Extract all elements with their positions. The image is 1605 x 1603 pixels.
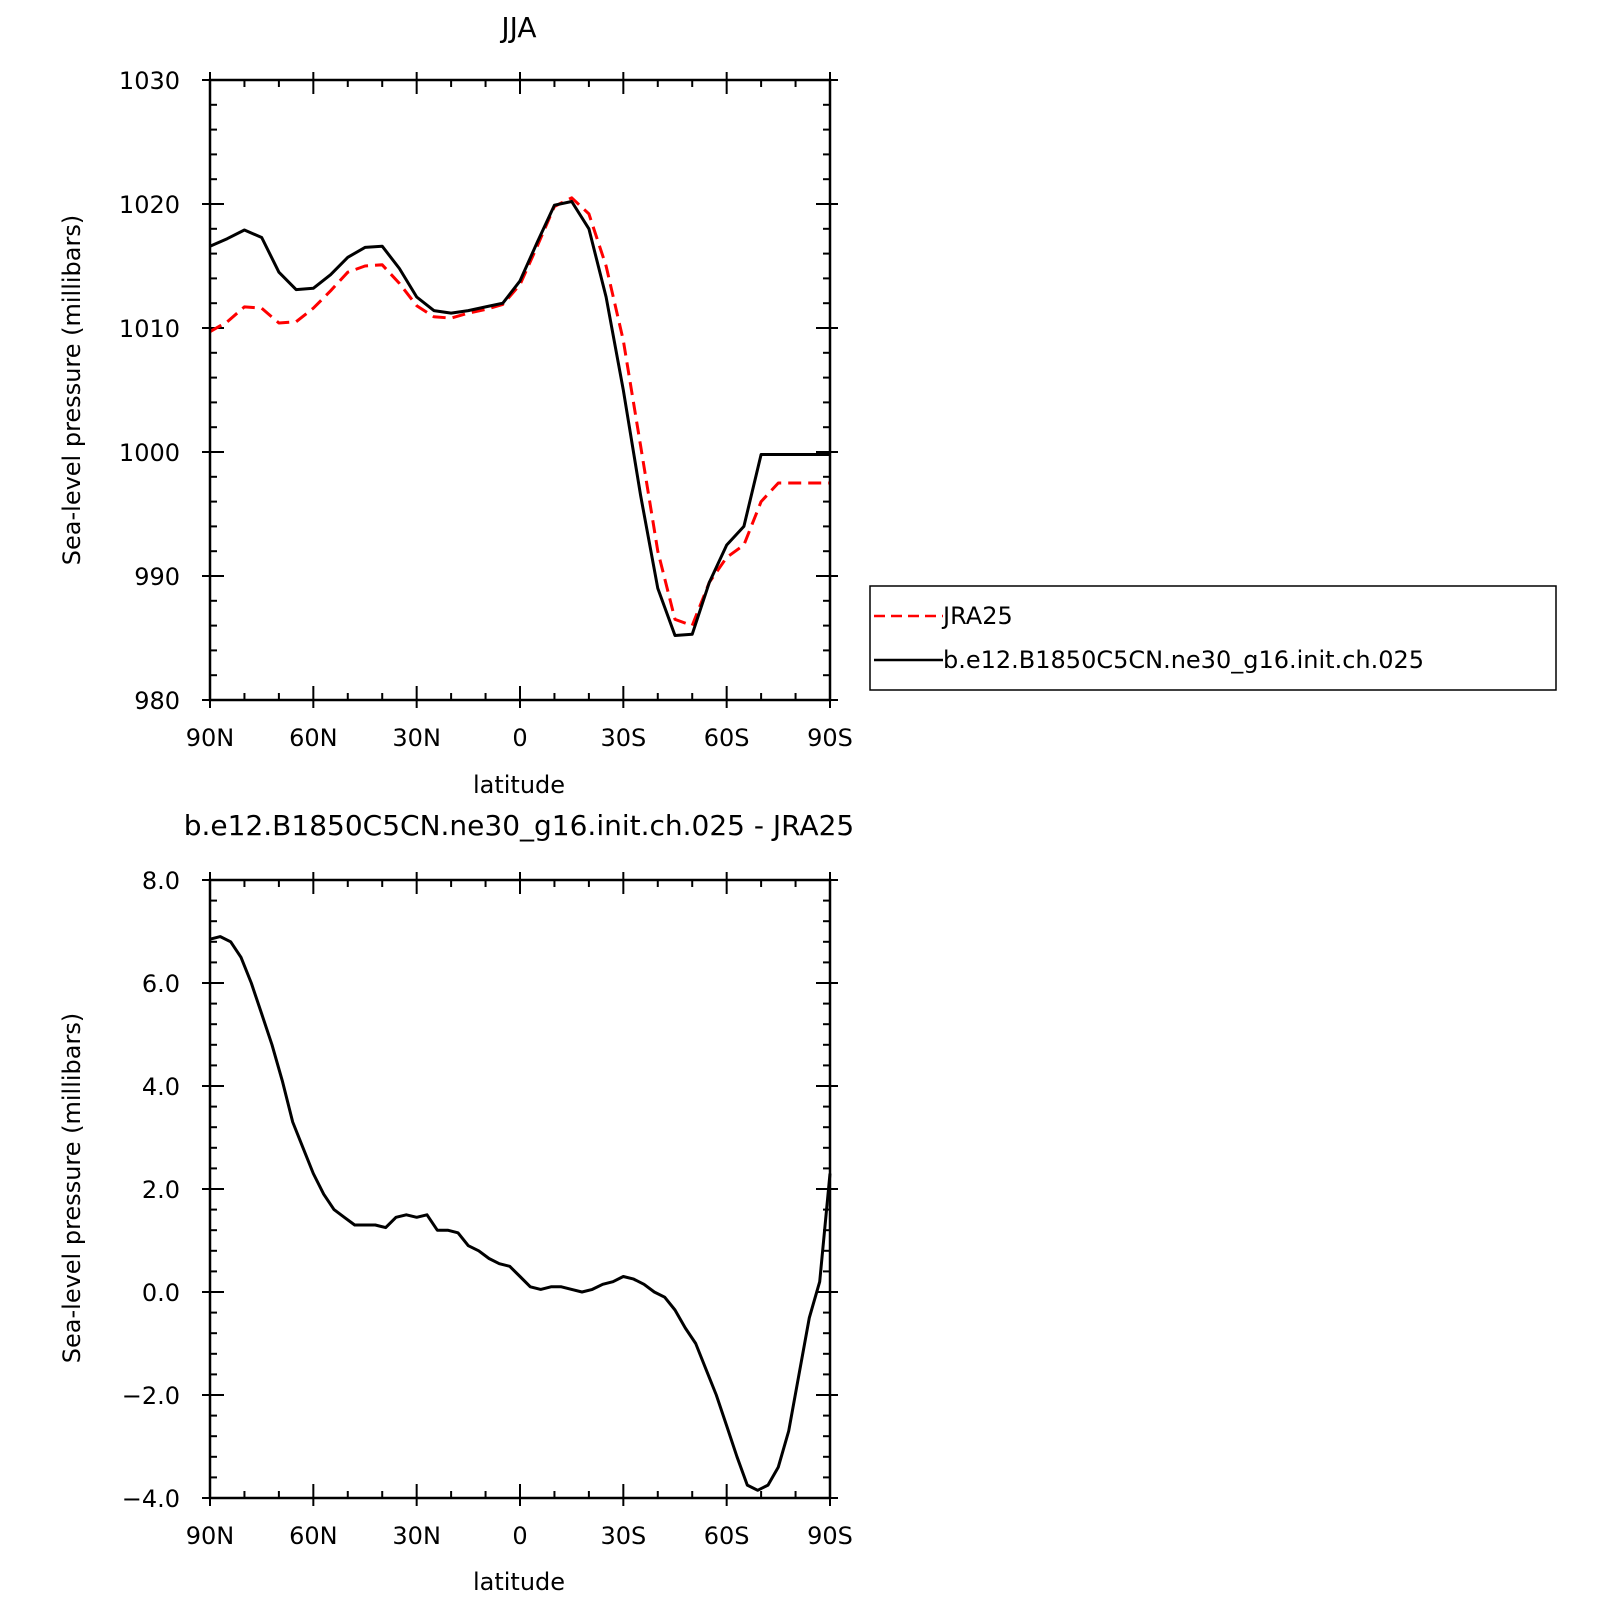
top-panel-x-axis-label: latitude (473, 771, 565, 799)
bottom-panel: b.e12.B1850C5CN.ne30_g16.init.ch.025 - J… (58, 809, 854, 1596)
y-tick-label: 1030 (119, 67, 180, 95)
x-tick-label: 60S (704, 724, 750, 752)
y-tick-label: −4.0 (122, 1485, 180, 1513)
series-line-b-e12-b1850c5cn-ne30-g16-init-ch-025 (209, 200, 830, 637)
x-tick-label: 60N (289, 1522, 338, 1550)
x-tick-label: 60S (704, 1522, 750, 1550)
top-panel-title: JJA (499, 11, 536, 44)
legend-model-label: b.e12.B1850C5CN.ne30_g16.init.ch.025 (943, 646, 1424, 674)
bottom-panel-series (209, 935, 832, 1492)
top-panel-legend: JRA25 b.e12.B1850C5CN.ne30_g16.init.ch.0… (869, 585, 1557, 691)
top-panel-series (209, 196, 830, 637)
x-tick-label: 30S (600, 1522, 646, 1550)
x-tick-label: 90S (807, 724, 853, 752)
bottom-panel-title: b.e12.B1850C5CN.ne30_g16.init.ch.025 - J… (184, 809, 855, 842)
x-tick-label: 90S (807, 1522, 853, 1550)
y-tick-label: 2.0 (142, 1176, 180, 1204)
series-line-difference (209, 935, 832, 1492)
bottom-panel-ticks: 90N 60N 30N 0 30S 60S 90S −4.0 −2.0 0.0 2.0 4.0 6.0 8… (122, 867, 853, 1550)
series-line-jra25 (209, 196, 830, 628)
top-panel-plot-frame (208, 78, 832, 702)
y-tick-label: 980 (134, 687, 180, 715)
y-tick-label: −2.0 (122, 1382, 180, 1410)
bottom-panel-x-axis-label: latitude (473, 1568, 565, 1596)
y-tick-label: 1010 (119, 315, 180, 343)
x-tick-label: 0 (512, 724, 527, 752)
y-tick-label: 1020 (119, 191, 180, 219)
x-tick-label: 90N (186, 1522, 235, 1550)
y-tick-label: 1000 (119, 439, 180, 467)
legend-box (869, 585, 1557, 691)
x-tick-label: 0 (512, 1522, 527, 1550)
y-tick-label: 8.0 (142, 867, 180, 895)
x-tick-label: 30N (392, 1522, 441, 1550)
y-tick-label: 4.0 (142, 1073, 180, 1101)
bottom-panel-plot-frame (208, 878, 832, 1500)
y-tick-label: 6.0 (142, 970, 180, 998)
x-tick-label: 60N (289, 724, 338, 752)
top-panel-y-axis-label: Sea-level pressure (millibars) (58, 215, 86, 565)
y-tick-label: 990 (134, 563, 180, 591)
x-tick-label: 30S (600, 724, 646, 752)
bottom-panel-y-axis-label: Sea-level pressure (millibars) (58, 1013, 86, 1363)
x-tick-label: 30N (392, 724, 441, 752)
top-panel-ticks: 90N 60N 30N 0 30S 60S 90S 980 990 1000 1010 1020 103… (119, 67, 853, 752)
top-panel: JJA 90N 60N 30N 0 30S 60S 90S 980 990 1000 1010 102… (58, 11, 1557, 799)
x-tick-label: 90N (186, 724, 235, 752)
y-tick-label: 0.0 (142, 1279, 180, 1307)
legend-jra25-label: JRA25 (941, 602, 1013, 630)
